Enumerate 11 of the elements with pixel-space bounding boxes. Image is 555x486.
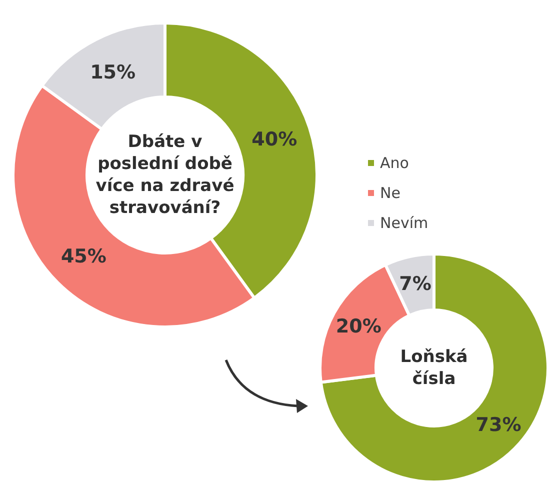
legend-label: Nevím	[380, 214, 428, 232]
data-label: 15%	[90, 62, 136, 84]
legend-label: Ne	[380, 184, 400, 202]
data-label: 73%	[476, 414, 522, 436]
data-label: 20%	[336, 316, 382, 338]
data-label: 40%	[252, 128, 298, 150]
text: Dbáte v poslední době více na zdravé stravování?	[96, 132, 234, 218]
data-label: 7%	[399, 273, 432, 296]
data-label: 45%	[60, 245, 106, 268]
legend-label: Ano	[380, 154, 409, 172]
text: Loňská čísla	[400, 347, 468, 389]
